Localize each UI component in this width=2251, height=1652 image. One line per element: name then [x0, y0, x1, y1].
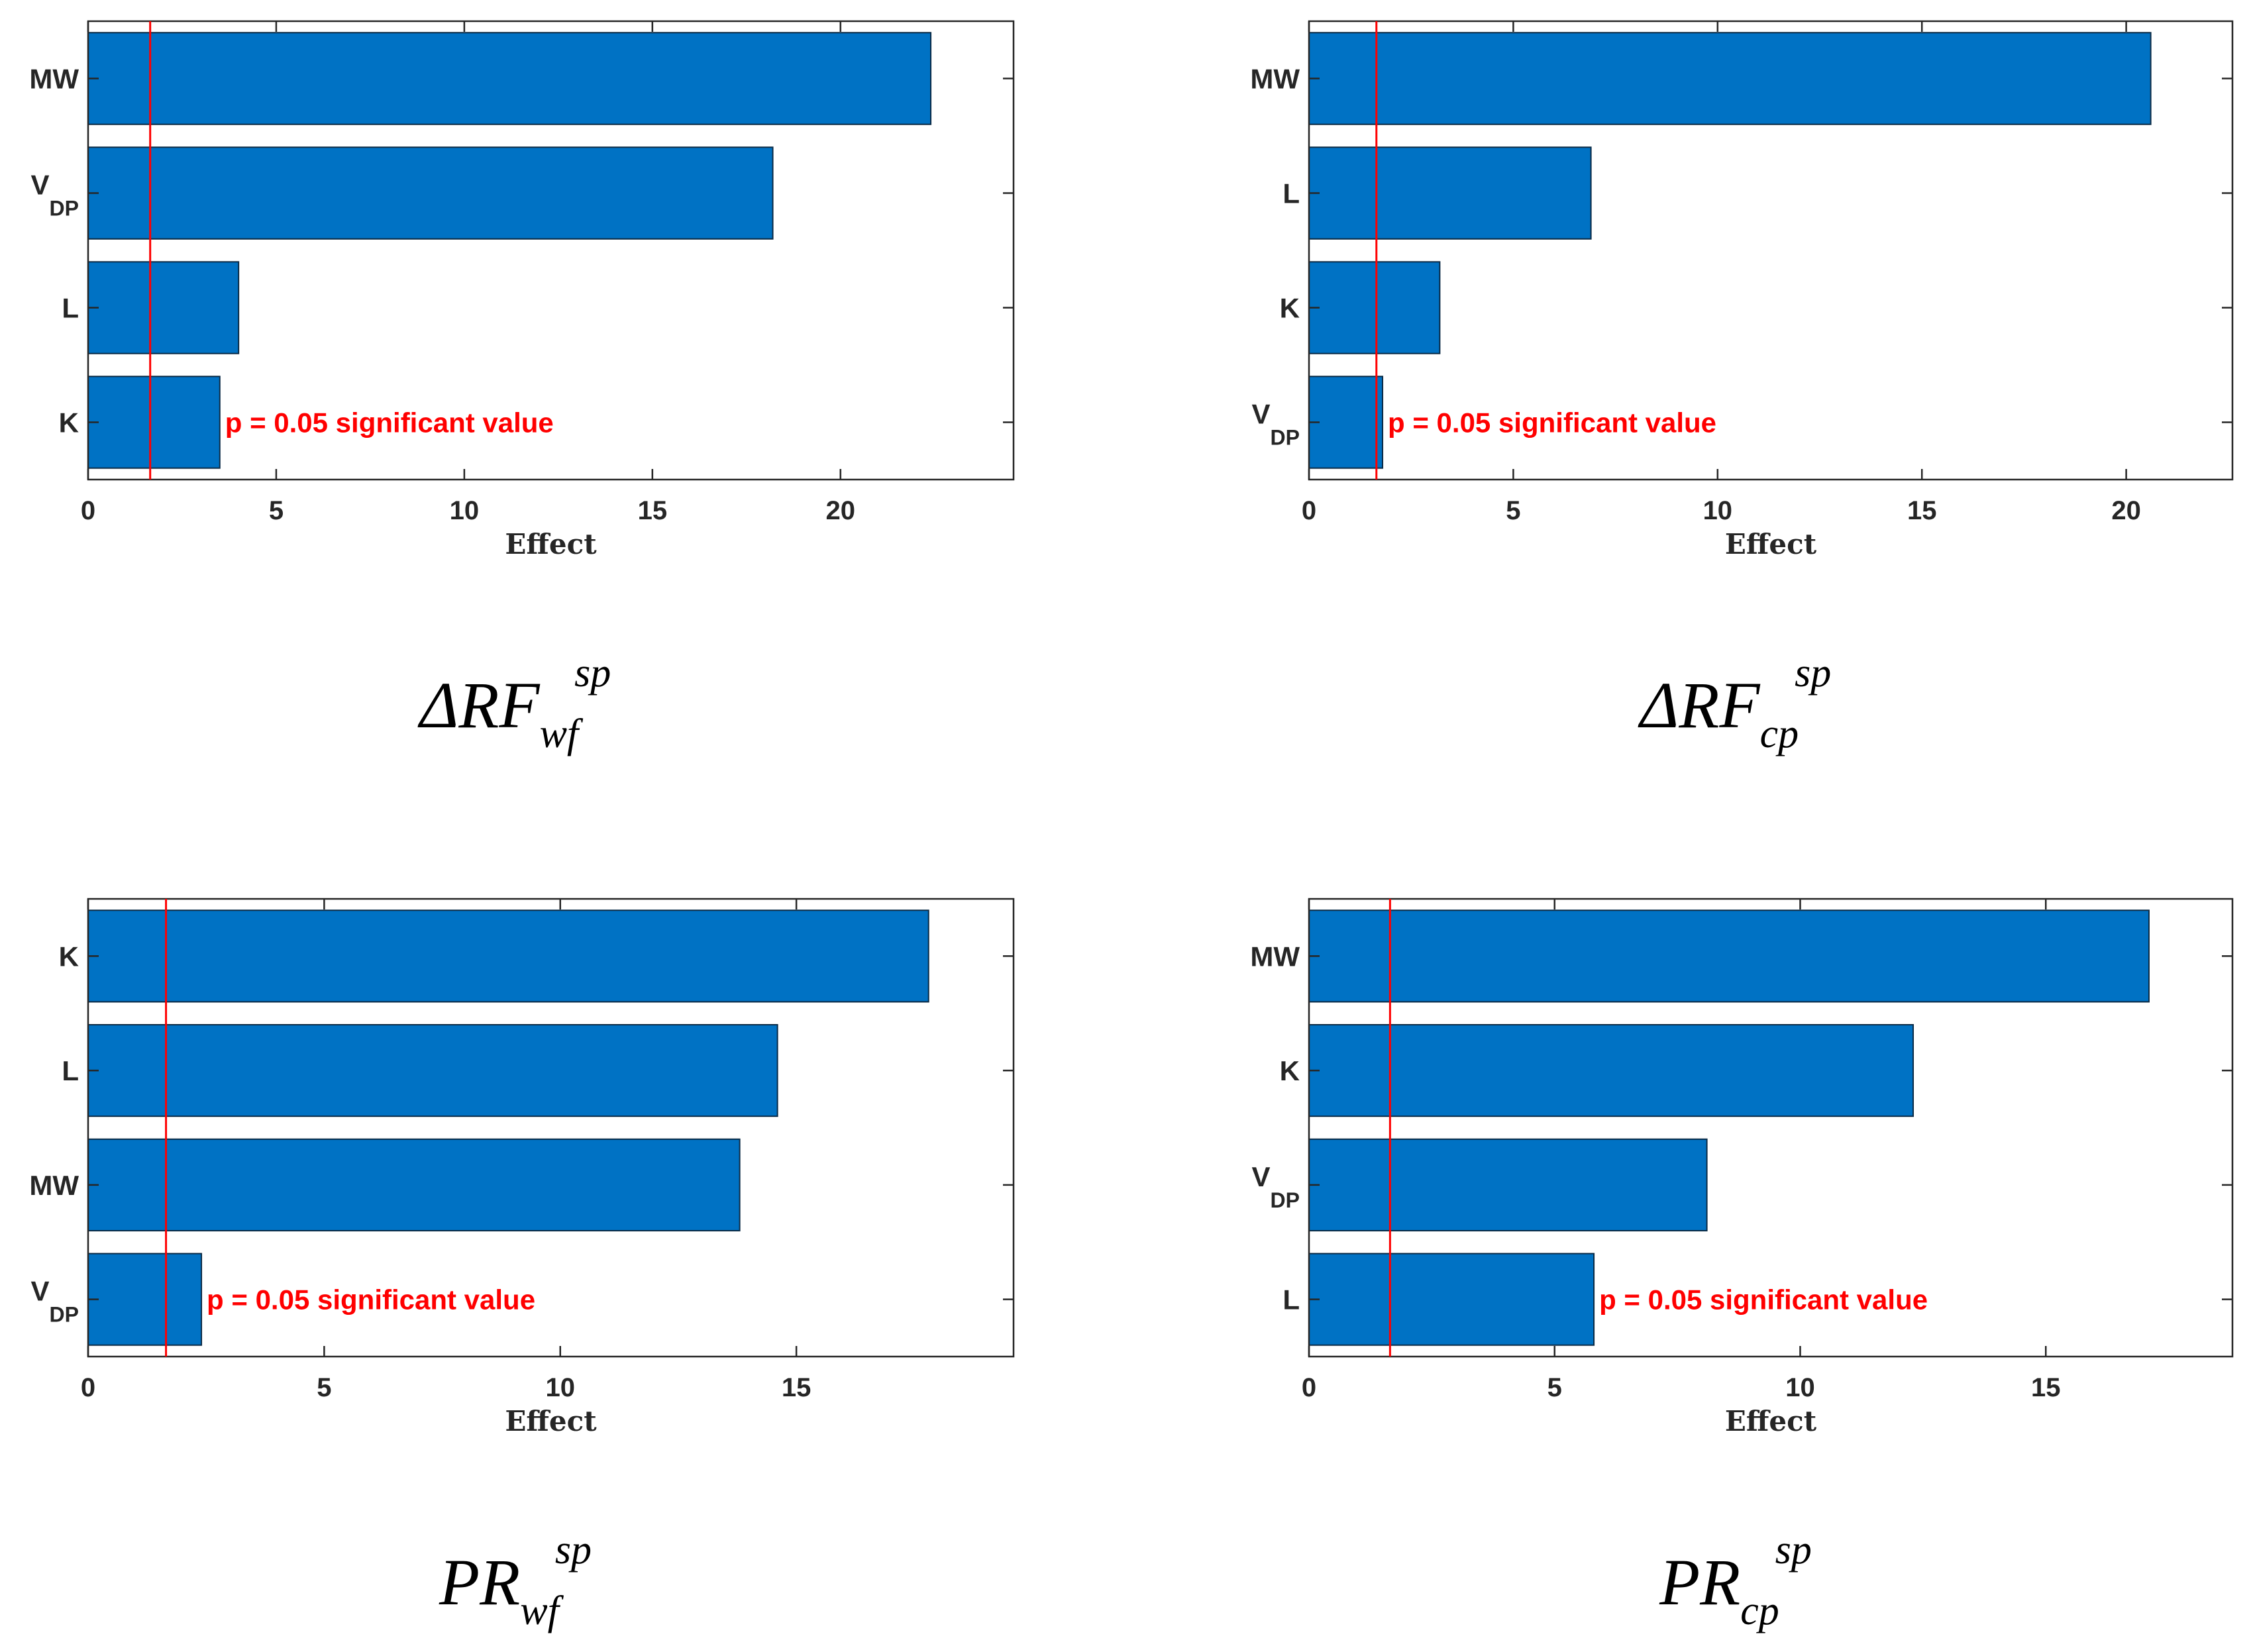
significance-label: p = 0.05 significant value — [225, 407, 554, 439]
bar-2 — [1308, 1024, 1914, 1117]
bar-3 — [87, 261, 240, 354]
category-label: K — [1280, 293, 1300, 324]
x-tick-label: 10 — [1785, 1373, 1815, 1402]
bar-4 — [1308, 1253, 1595, 1346]
category-label-main: V — [31, 170, 50, 201]
significance-label: p = 0.05 significant value — [207, 1284, 535, 1316]
bar-2 — [87, 1024, 778, 1117]
plot-frame — [1308, 898, 2234, 1358]
x-tick-label: 10 — [546, 1373, 576, 1402]
x-tick-label: 20 — [826, 496, 856, 525]
plot-frame — [87, 20, 1015, 481]
category-label: K — [59, 407, 79, 439]
x-tick-label: 0 — [1302, 496, 1316, 525]
x-tick-label: 5 — [1547, 1373, 1562, 1402]
category-label-sub: DP — [1271, 1188, 1300, 1212]
x-tick-label: 15 — [1907, 496, 1937, 525]
panel-title-subscript: cp — [1740, 1588, 1779, 1633]
panel-title: ΔRFwf sp — [417, 650, 611, 756]
panel-title-main: ΔRF — [1638, 668, 1761, 742]
category-label: MW — [1250, 941, 1300, 972]
panel-title-main: PR — [439, 1545, 520, 1619]
category-label: L — [62, 1055, 79, 1086]
x-axis-title: Effect — [1725, 1405, 1817, 1437]
x-tick-label: 15 — [2031, 1373, 2061, 1402]
bar-3 — [1308, 261, 1441, 354]
category-label: VDP — [1252, 399, 1300, 450]
panel-title-main: ΔRF — [417, 668, 541, 742]
significance-label: p = 0.05 significant value — [1599, 1284, 1928, 1316]
bar-3 — [87, 1138, 741, 1231]
x-tick-label: 0 — [81, 1373, 95, 1402]
bar-1 — [1308, 909, 2150, 1003]
panel-title-superscript: sp — [555, 1527, 592, 1573]
bar-1 — [87, 32, 932, 125]
bar-2 — [87, 146, 774, 240]
x-tick-label: 20 — [2111, 496, 2141, 525]
category-label-main: V — [31, 1276, 50, 1307]
bar-4 — [87, 1253, 203, 1346]
panel-title-superscript: sp — [574, 650, 611, 696]
chart-panel-3: K L MW VDP 0 5 10 15 Effect p = 0.05 significant … — [29, 898, 1015, 1633]
category-label: MW — [29, 1170, 79, 1201]
chart-panel-1: MW VDP L K 0 5 10 15 20 Effect p = 0.05 significan… — [29, 20, 1015, 756]
x-tick-label: 10 — [1703, 496, 1733, 525]
category-label-sub: DP — [50, 1303, 79, 1327]
bar-4 — [1308, 376, 1384, 469]
bar-1 — [1308, 32, 2152, 125]
x-axis-title: Effect — [505, 1405, 597, 1437]
chart-panel-2: MW L K VDP 0 5 10 15 20 Effect p = 0.05 significan… — [1250, 20, 2234, 756]
panel-title-subscript: cp — [1760, 711, 1799, 756]
category-label-sub: DP — [50, 197, 79, 221]
bar-3 — [1308, 1138, 1708, 1231]
category-label: VDP — [1252, 1161, 1300, 1212]
category-label: MW — [1250, 64, 1300, 95]
x-tick-label: 5 — [269, 496, 284, 525]
x-tick-label: 5 — [317, 1373, 331, 1402]
category-label: L — [1283, 1284, 1300, 1316]
panel-title: ΔRFcp sp — [1638, 650, 1832, 756]
x-tick-label: 0 — [81, 496, 95, 525]
x-tick-label: 15 — [638, 496, 668, 525]
category-label: L — [1283, 178, 1300, 209]
panel-title-main: PR — [1659, 1545, 1740, 1619]
bar-1 — [87, 909, 929, 1003]
x-tick-label: 10 — [450, 496, 480, 525]
panel-title-superscript: sp — [1795, 650, 1831, 696]
x-axis-title: Effect — [505, 528, 597, 560]
category-label: L — [62, 293, 79, 324]
x-tick-label: 15 — [782, 1373, 811, 1402]
plot-frame — [87, 898, 1015, 1358]
panel-title: PRwf sp — [439, 1527, 592, 1633]
x-tick-label: 5 — [1506, 496, 1520, 525]
panel-title-subscript: wf — [540, 711, 584, 756]
bar-2 — [1308, 146, 1592, 240]
bar-4 — [87, 376, 221, 469]
panel-title: PRcp sp — [1659, 1527, 1812, 1633]
plot-frame — [1308, 20, 2234, 481]
category-label-sub: DP — [1271, 426, 1300, 450]
category-label: K — [59, 941, 79, 972]
significance-label: p = 0.05 significant value — [1388, 407, 1716, 439]
panel-title-superscript: sp — [1775, 1527, 1812, 1573]
category-label-main: V — [1252, 1161, 1271, 1192]
chart-panel-4: MW K VDP L 0 5 10 15 Effect p = 0.05 significant … — [1250, 898, 2234, 1633]
category-label: MW — [29, 64, 79, 95]
category-label: K — [1280, 1055, 1300, 1086]
category-label: VDP — [31, 1276, 79, 1327]
x-axis-title: Effect — [1725, 528, 1817, 560]
category-label-main: V — [1252, 399, 1271, 430]
panel-title-subscript: wf — [520, 1588, 564, 1633]
x-tick-label: 0 — [1302, 1373, 1316, 1402]
category-label: VDP — [31, 170, 79, 221]
